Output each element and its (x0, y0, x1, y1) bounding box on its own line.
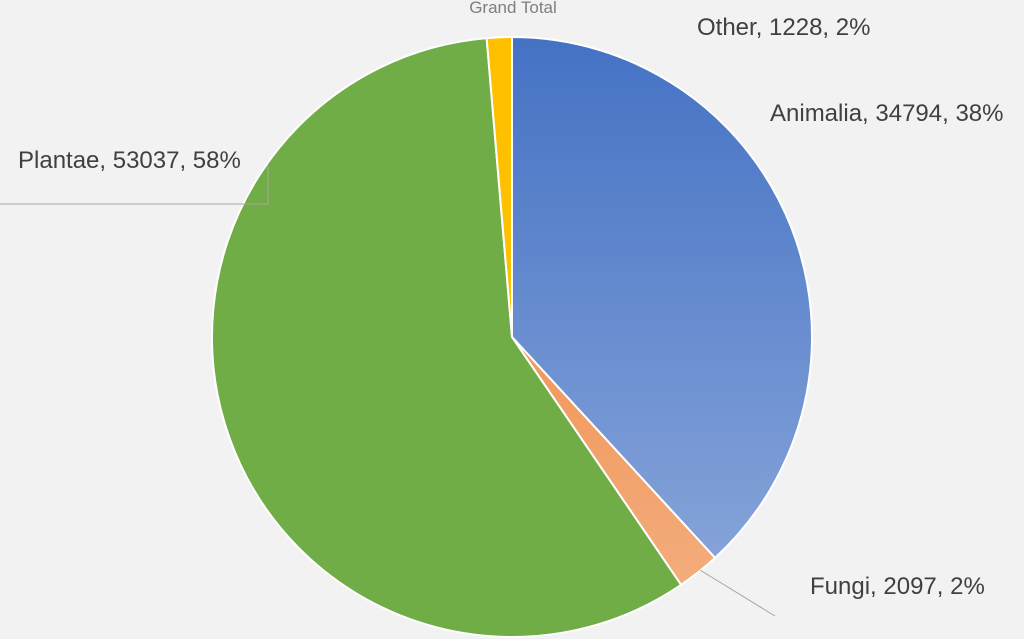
pie-slice-animalia (511, 35, 813, 560)
leader-lines (0, 165, 776, 617)
leader-line-fungi (699, 569, 776, 617)
data-labels: Animalia, 34794, 38% Fungi, 2097, 2% Pla… (18, 14, 1003, 600)
leader-line-plantae (0, 165, 269, 205)
pie-slice-other (485, 35, 513, 338)
pie-slices (211, 35, 813, 638)
data-label-plantae: Plantae, 53037, 58% (18, 147, 241, 174)
chart-title: Grand Total (469, 0, 557, 17)
data-label-fungi: Fungi, 2097, 2% (810, 573, 985, 600)
pie-slice-plantae (211, 36, 683, 638)
data-label-animalia: Animalia, 34794, 38% (770, 100, 1003, 127)
data-label-other: Other, 1228, 2% (697, 14, 870, 41)
